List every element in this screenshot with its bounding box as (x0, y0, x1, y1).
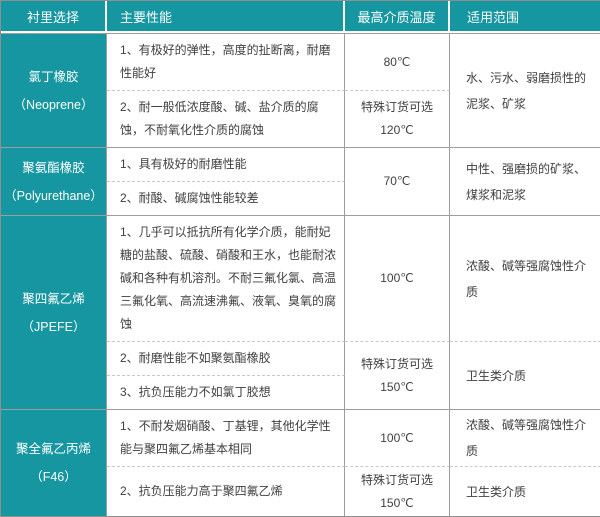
material-name-en: （JPEFE） (21, 319, 86, 334)
material-cell-polyurethane: 聚氨酯橡胶 （Polyurethane） (1, 148, 107, 216)
header-applicable-range: 适用范围 (450, 1, 600, 33)
table-row: 氯丁橡胶 （Neoprene） 1、有极好的弹性，高度的扯断离，耐磨性能好 80… (1, 33, 600, 148)
material-name: 聚氨酯橡胶 (22, 160, 85, 175)
material-cell-jpefe: 聚四氟乙烯 （JPEFE） (1, 216, 107, 410)
range-cell: 中性、强磨损的矿浆、煤浆和泥浆 (450, 148, 600, 216)
table-row: 2、耐一般低浓度酸、碱、盐介质的腐蚀，不耐氧化性介质的腐蚀 特殊订货可选 120… (1, 91, 600, 148)
temperature-cell: 100℃ (345, 410, 450, 467)
performance-cell: 2、耐磨性能不如聚氨酯橡胶 (107, 342, 345, 376)
range-cell: 卫生类介质 (450, 342, 600, 410)
table-row: 3、抗负压能力不如氯丁胶想 (1, 376, 600, 410)
material-name-en: （F46） (30, 470, 77, 484)
table-row: 聚四氟乙烯 （JPEFE） 1、几乎可以抵抗所有化学介质，能耐妃糖的盐酸、硫酸、… (1, 216, 600, 410)
performance-cell: 1、几乎可以抵抗所有化学介质，能耐妃糖的盐酸、硫酸、硝酸和王水，也能耐浓碱和各种… (107, 216, 345, 342)
temperature-cell: 特殊订货可选 120℃ (345, 91, 450, 148)
material-name: 氯丁橡胶 (28, 69, 79, 84)
performance-cell: 2、耐酸、碱腐蚀性能较差 (107, 182, 345, 216)
temperature-cell: 特殊订货可选 150℃ (345, 342, 450, 410)
header-main-performance: 主要性能 (107, 1, 345, 33)
table-header-row: 衬里选择 主要性能 最高介质温度 适用范围 (1, 1, 600, 33)
temperature-cell: 特殊订货可选 150℃ (345, 467, 450, 516)
range-cell: 浓酸、碱等强腐蚀性介质 (450, 410, 600, 467)
table-row: 聚全氟乙丙烯 （F46） 1、不耐发烟硝酸、丁基锂，其他化学性能与聚四氟乙烯基本… (1, 410, 600, 516)
performance-cell: 1、不耐发烟硝酸、丁基锂，其他化学性能与聚四氟乙烯基本相同 (107, 410, 345, 467)
performance-cell: 1、有极好的弹性，高度的扯断离，耐磨性能好 (107, 33, 345, 91)
header-max-medium-temperature: 最高介质温度 (345, 1, 450, 33)
table-row: 聚氨酯橡胶 （Polyurethane） 1、具有极好的耐磨性能 70℃ 中性、… (1, 148, 600, 216)
material-cell-f46: 聚全氟乙丙烯 （F46） (1, 410, 107, 516)
table-row: 2、耐酸、碱腐蚀性能较差 (1, 182, 600, 216)
material-name-en: （Polyurethane） (4, 188, 103, 203)
temperature-cell: 100℃ (345, 216, 450, 342)
performance-cell: 3、抗负压能力不如氯丁胶想 (107, 376, 345, 410)
table-row: 2、耐磨性能不如聚氨酯橡胶 特殊订货可选 150℃ 卫生类介质 (1, 342, 600, 410)
temperature-cell: 70℃ (345, 148, 450, 216)
performance-cell: 1、具有极好的耐磨性能 (107, 148, 345, 182)
range-cell: 水、污水、弱磨损性的泥浆、矿浆 (450, 33, 600, 148)
material-name-en: （Neoprene） (13, 97, 94, 112)
material-cell-neoprene: 氯丁橡胶 （Neoprene） (1, 33, 107, 148)
performance-cell: 2、抗负压能力高于聚四氟乙烯 (107, 467, 345, 516)
temperature-cell: 80℃ (345, 33, 450, 91)
material-name: 聚全氟乙丙烯 (15, 442, 91, 456)
range-cell: 卫生类介质 (466, 484, 527, 499)
header-lining-selection: 衬里选择 (1, 1, 107, 33)
performance-cell: 2、耐一般低浓度酸、碱、盐介质的腐蚀，不耐氧化性介质的腐蚀 (107, 91, 345, 148)
range-cell: 浓酸、碱等强腐蚀性介质 (450, 216, 600, 342)
material-name: 聚四氟乙烯 (22, 291, 85, 306)
